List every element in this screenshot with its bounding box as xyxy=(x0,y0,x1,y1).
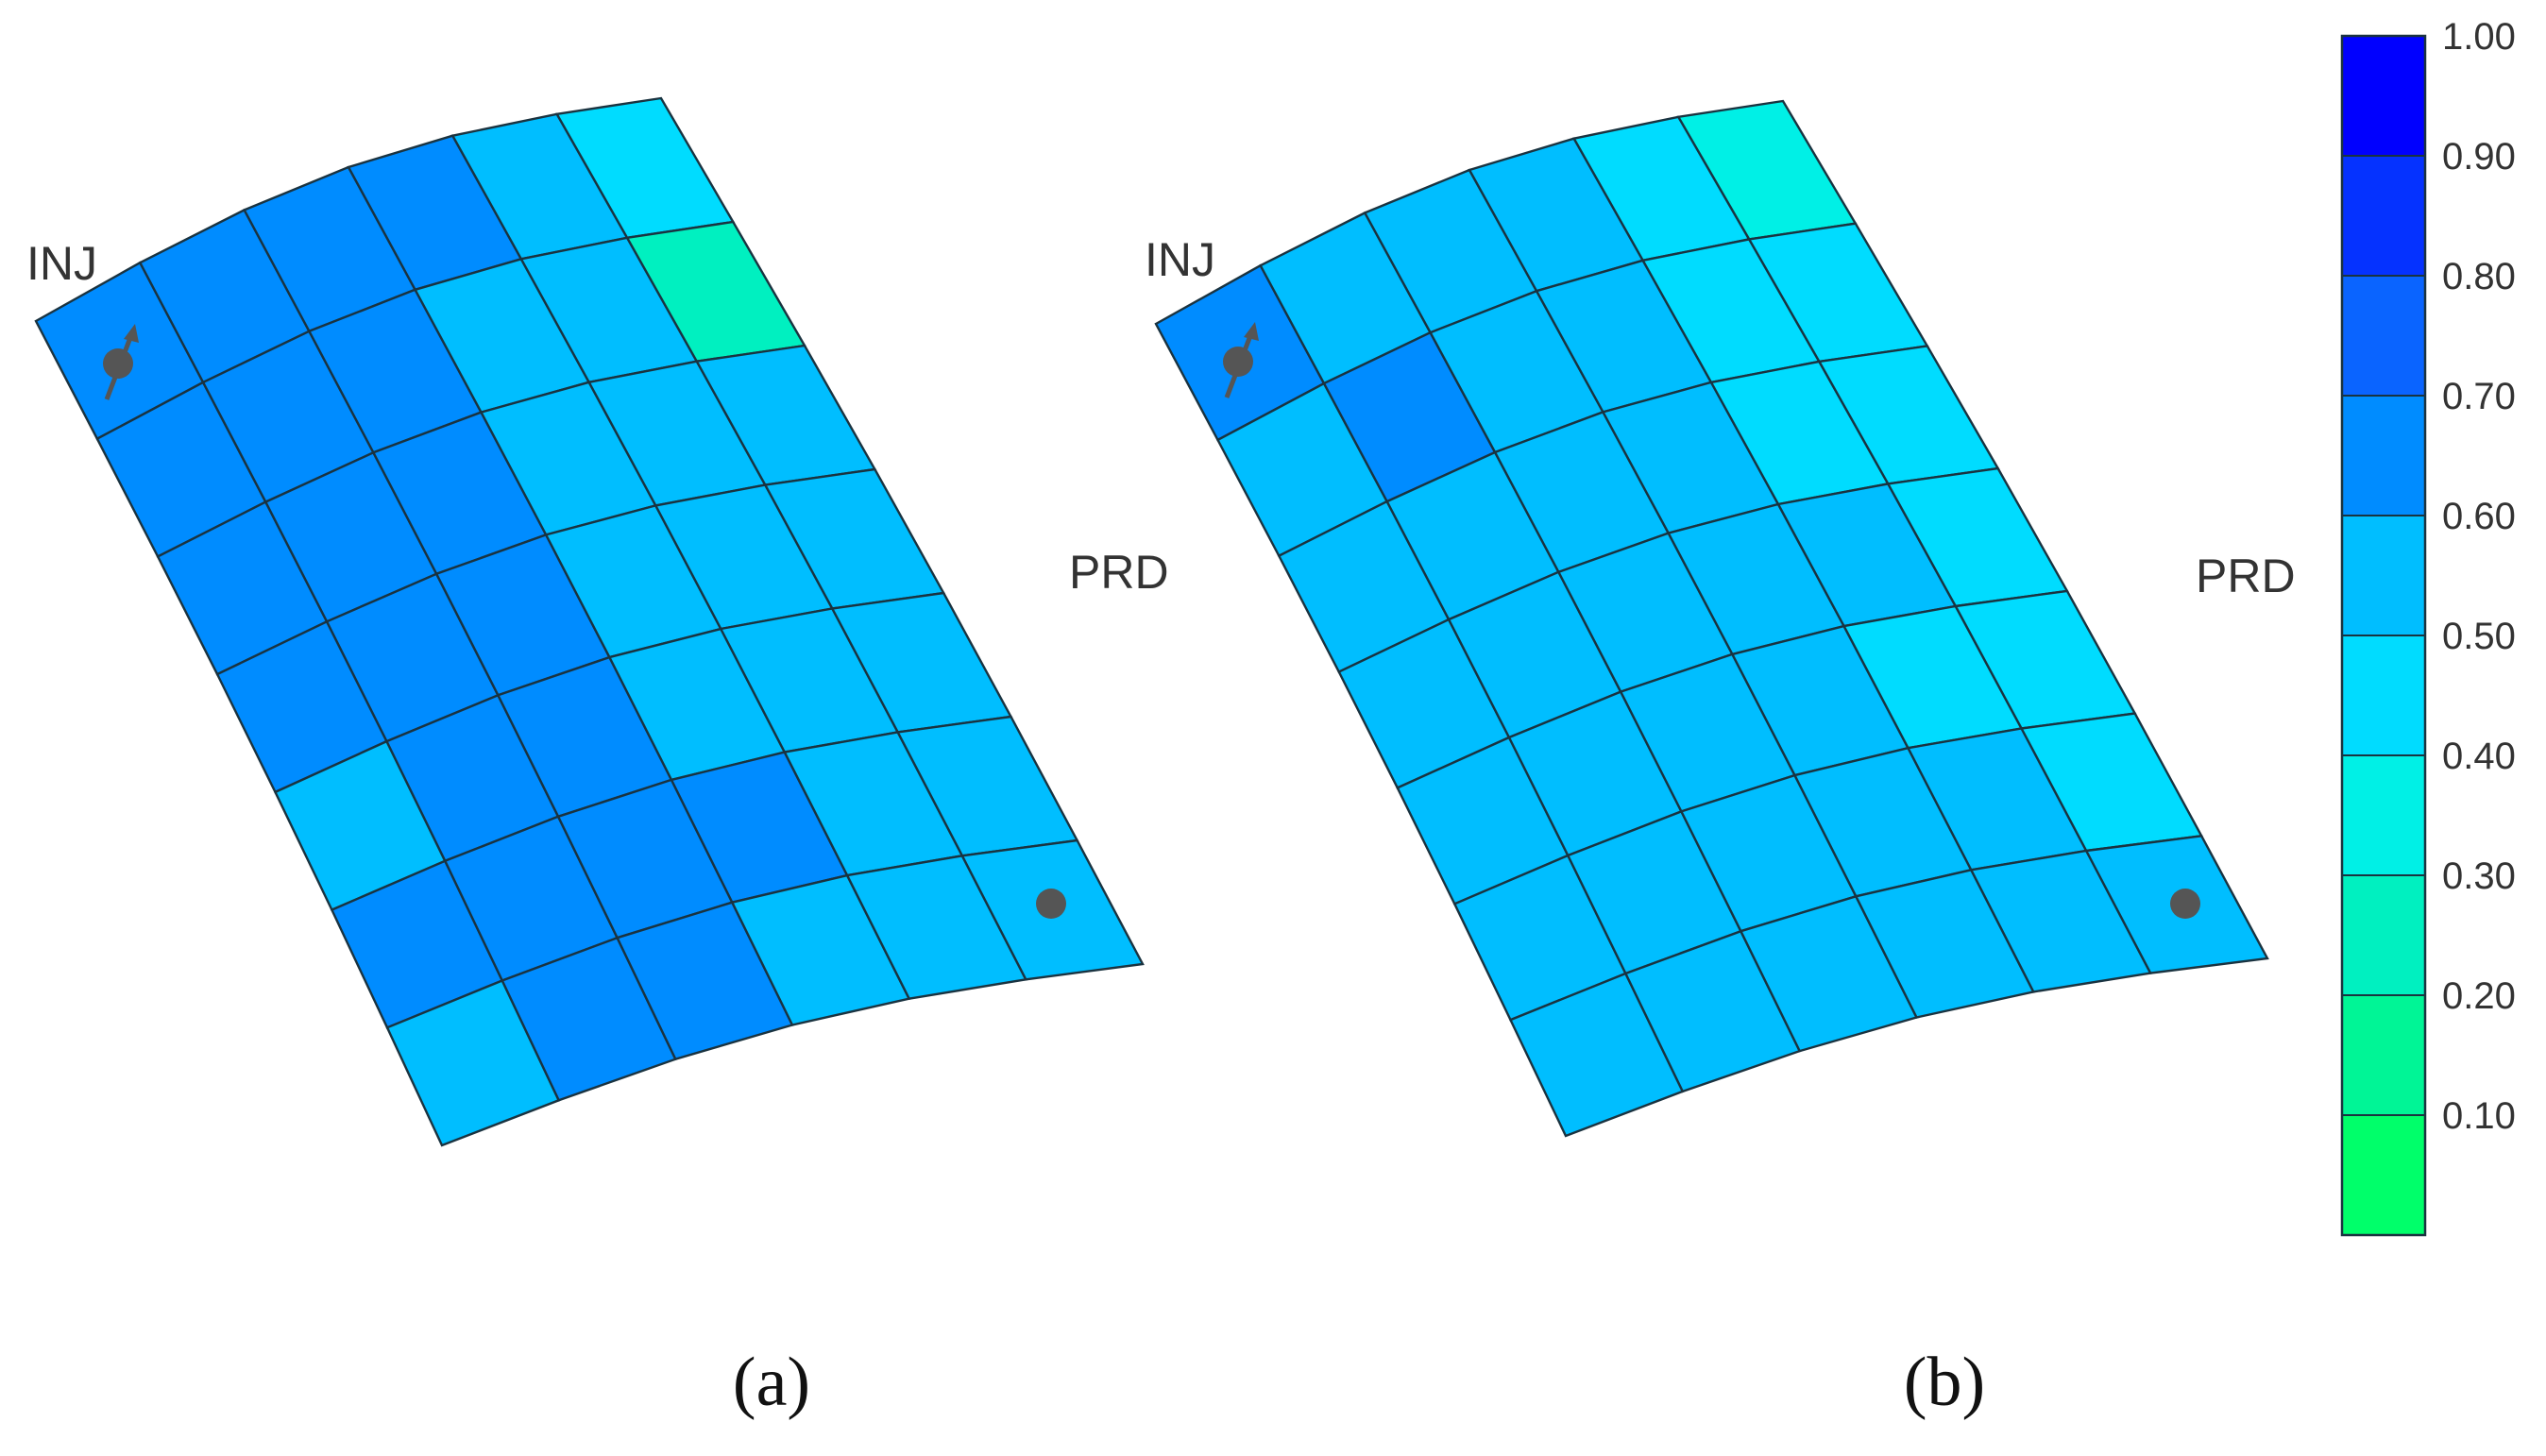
colorbar-segment xyxy=(2341,635,2426,756)
colorbar-segment xyxy=(2341,155,2426,277)
panel-b-caption: (b) xyxy=(1904,1344,1985,1421)
panel-a-grid xyxy=(34,96,1145,1147)
colorbar: 0.10 0.20 0.30 0.40 0.50 0.60 0.70 0.80 0.90 1.00 xyxy=(2340,16,2516,1237)
colorbar-tick-label: 0.90 xyxy=(2442,136,2516,178)
producer-well-marker xyxy=(2170,889,2200,919)
colorbar-segment xyxy=(2341,515,2426,636)
colorbar-frame xyxy=(2340,34,2427,1237)
colorbar-tick-label: 0.10 xyxy=(2442,1095,2516,1137)
panel-a-injector-label: INJ xyxy=(26,237,97,290)
panel-b-injector-label: INJ xyxy=(1145,233,1215,286)
colorbar-tick-label: 0.70 xyxy=(2442,376,2516,417)
colorbar-segment xyxy=(2341,1114,2426,1236)
colorbar-segment xyxy=(2341,275,2426,397)
panel-b-producer-label: PRD xyxy=(2196,550,2296,602)
colorbar-tick-label: 0.20 xyxy=(2442,975,2516,1017)
injector-well-marker xyxy=(1223,322,1259,398)
panel-a-caption: (a) xyxy=(733,1344,810,1421)
panel-b-grid xyxy=(1154,99,2269,1138)
panel-a-producer-label: PRD xyxy=(1069,546,1169,599)
producer-well-marker xyxy=(1036,889,1066,919)
colorbar-tick-label: 0.30 xyxy=(2442,855,2516,897)
colorbar-tick-label: 1.00 xyxy=(2442,16,2516,58)
colorbar-segment xyxy=(2341,874,2426,996)
colorbar-tick-label: 0.60 xyxy=(2442,496,2516,537)
colorbar-tick-label: 0.40 xyxy=(2442,736,2516,777)
injector-well-marker xyxy=(103,324,139,400)
colorbar-tick-label: 0.80 xyxy=(2442,256,2516,297)
colorbar-segment xyxy=(2341,395,2426,516)
colorbar-segment xyxy=(2341,35,2426,157)
colorbar-segment xyxy=(2341,754,2426,876)
colorbar-tick-label: 0.50 xyxy=(2442,616,2516,657)
colorbar-segment xyxy=(2341,994,2426,1116)
